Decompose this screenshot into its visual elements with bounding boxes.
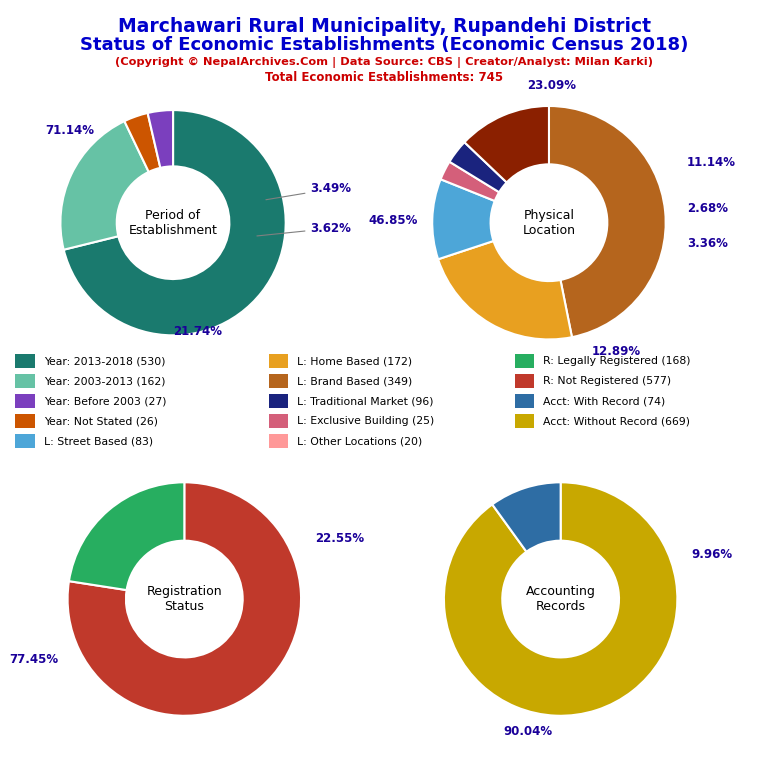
Text: Physical
Location: Physical Location — [522, 209, 575, 237]
Text: L: Exclusive Building (25): L: Exclusive Building (25) — [297, 416, 435, 426]
Text: 23.09%: 23.09% — [527, 79, 576, 92]
Text: 90.04%: 90.04% — [503, 725, 552, 738]
Wedge shape — [441, 162, 499, 201]
Text: (Copyright © NepalArchives.Com | Data Source: CBS | Creator/Analyst: Milan Karki: (Copyright © NepalArchives.Com | Data So… — [115, 57, 653, 68]
FancyBboxPatch shape — [15, 435, 35, 449]
Text: 3.49%: 3.49% — [266, 183, 352, 200]
Wedge shape — [147, 110, 173, 168]
Wedge shape — [444, 482, 677, 716]
Text: Year: 2013-2018 (530): Year: 2013-2018 (530) — [44, 356, 165, 366]
Text: Period of
Establishment: Period of Establishment — [128, 209, 217, 237]
Text: 3.62%: 3.62% — [257, 222, 351, 236]
Text: Accounting
Records: Accounting Records — [526, 585, 595, 613]
Text: L: Traditional Market (96): L: Traditional Market (96) — [297, 396, 434, 406]
FancyBboxPatch shape — [15, 375, 35, 389]
Text: 11.14%: 11.14% — [687, 155, 736, 168]
Text: 21.74%: 21.74% — [174, 326, 223, 339]
Wedge shape — [492, 482, 561, 551]
Wedge shape — [69, 482, 184, 590]
Text: 77.45%: 77.45% — [9, 654, 58, 667]
Wedge shape — [124, 113, 161, 172]
Wedge shape — [465, 106, 549, 183]
Text: Year: Not Stated (26): Year: Not Stated (26) — [44, 416, 157, 426]
Wedge shape — [549, 106, 666, 337]
Text: 22.55%: 22.55% — [315, 531, 364, 545]
Text: Marchawari Rural Municipality, Rupandehi District: Marchawari Rural Municipality, Rupandehi… — [118, 17, 650, 36]
Text: L: Brand Based (349): L: Brand Based (349) — [297, 376, 412, 386]
FancyBboxPatch shape — [15, 415, 35, 429]
Text: Acct: Without Record (669): Acct: Without Record (669) — [543, 416, 690, 426]
FancyBboxPatch shape — [515, 355, 534, 369]
Text: 12.89%: 12.89% — [592, 346, 641, 359]
FancyBboxPatch shape — [515, 395, 534, 409]
Wedge shape — [64, 110, 286, 336]
Text: R: Not Registered (577): R: Not Registered (577) — [543, 376, 671, 386]
Text: Year: Before 2003 (27): Year: Before 2003 (27) — [44, 396, 167, 406]
Text: Total Economic Establishments: 745: Total Economic Establishments: 745 — [265, 71, 503, 84]
Wedge shape — [68, 482, 301, 716]
FancyBboxPatch shape — [269, 415, 288, 429]
FancyBboxPatch shape — [515, 375, 534, 389]
Text: 2.68%: 2.68% — [687, 202, 728, 215]
Text: 71.14%: 71.14% — [45, 124, 94, 137]
Text: L: Home Based (172): L: Home Based (172) — [297, 356, 412, 366]
Text: Acct: With Record (74): Acct: With Record (74) — [543, 396, 665, 406]
FancyBboxPatch shape — [515, 415, 534, 429]
Text: Year: 2003-2013 (162): Year: 2003-2013 (162) — [44, 376, 165, 386]
FancyBboxPatch shape — [269, 435, 288, 449]
Text: Registration
Status: Registration Status — [147, 585, 222, 613]
Wedge shape — [61, 121, 149, 250]
Text: Status of Economic Establishments (Economic Census 2018): Status of Economic Establishments (Econo… — [80, 36, 688, 54]
Wedge shape — [432, 179, 495, 260]
Text: R: Legally Registered (168): R: Legally Registered (168) — [543, 356, 690, 366]
Text: 3.36%: 3.36% — [687, 237, 727, 250]
FancyBboxPatch shape — [269, 355, 288, 369]
Text: 9.96%: 9.96% — [691, 548, 733, 561]
Text: L: Other Locations (20): L: Other Locations (20) — [297, 436, 422, 446]
Text: 46.85%: 46.85% — [369, 214, 419, 227]
FancyBboxPatch shape — [269, 395, 288, 409]
FancyBboxPatch shape — [269, 375, 288, 389]
Wedge shape — [449, 142, 507, 192]
Text: L: Street Based (83): L: Street Based (83) — [44, 436, 153, 446]
FancyBboxPatch shape — [15, 355, 35, 369]
FancyBboxPatch shape — [15, 395, 35, 409]
Wedge shape — [438, 241, 572, 339]
